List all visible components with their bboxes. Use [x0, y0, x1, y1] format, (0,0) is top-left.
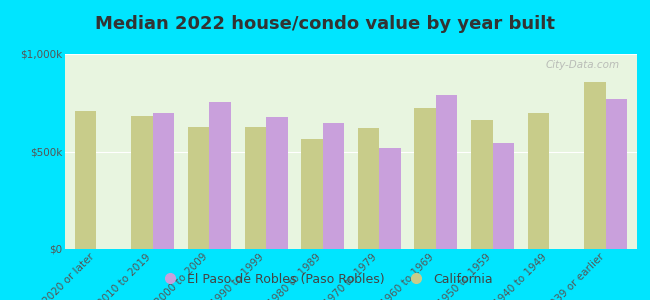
Bar: [415, 108, 436, 249]
Bar: [380, 148, 401, 249]
Bar: [188, 127, 209, 249]
Bar: [301, 139, 322, 249]
Bar: [322, 123, 344, 249]
Bar: [584, 82, 606, 249]
Bar: [528, 113, 549, 249]
Text: Median 2022 house/condo value by year built: Median 2022 house/condo value by year bu…: [95, 15, 555, 33]
Bar: [244, 127, 266, 249]
Bar: [266, 117, 287, 249]
Text: City-Data.com: City-Data.com: [546, 60, 620, 70]
Bar: [471, 120, 493, 249]
Bar: [153, 113, 174, 249]
Bar: [131, 116, 153, 249]
Bar: [209, 102, 231, 249]
Bar: [75, 110, 96, 249]
Legend: El Paso de Robles (Paso Robles), California: El Paso de Robles (Paso Robles), Califor…: [152, 268, 498, 291]
Bar: [436, 95, 458, 249]
Bar: [606, 99, 627, 249]
Bar: [493, 143, 514, 249]
Bar: [358, 128, 380, 249]
